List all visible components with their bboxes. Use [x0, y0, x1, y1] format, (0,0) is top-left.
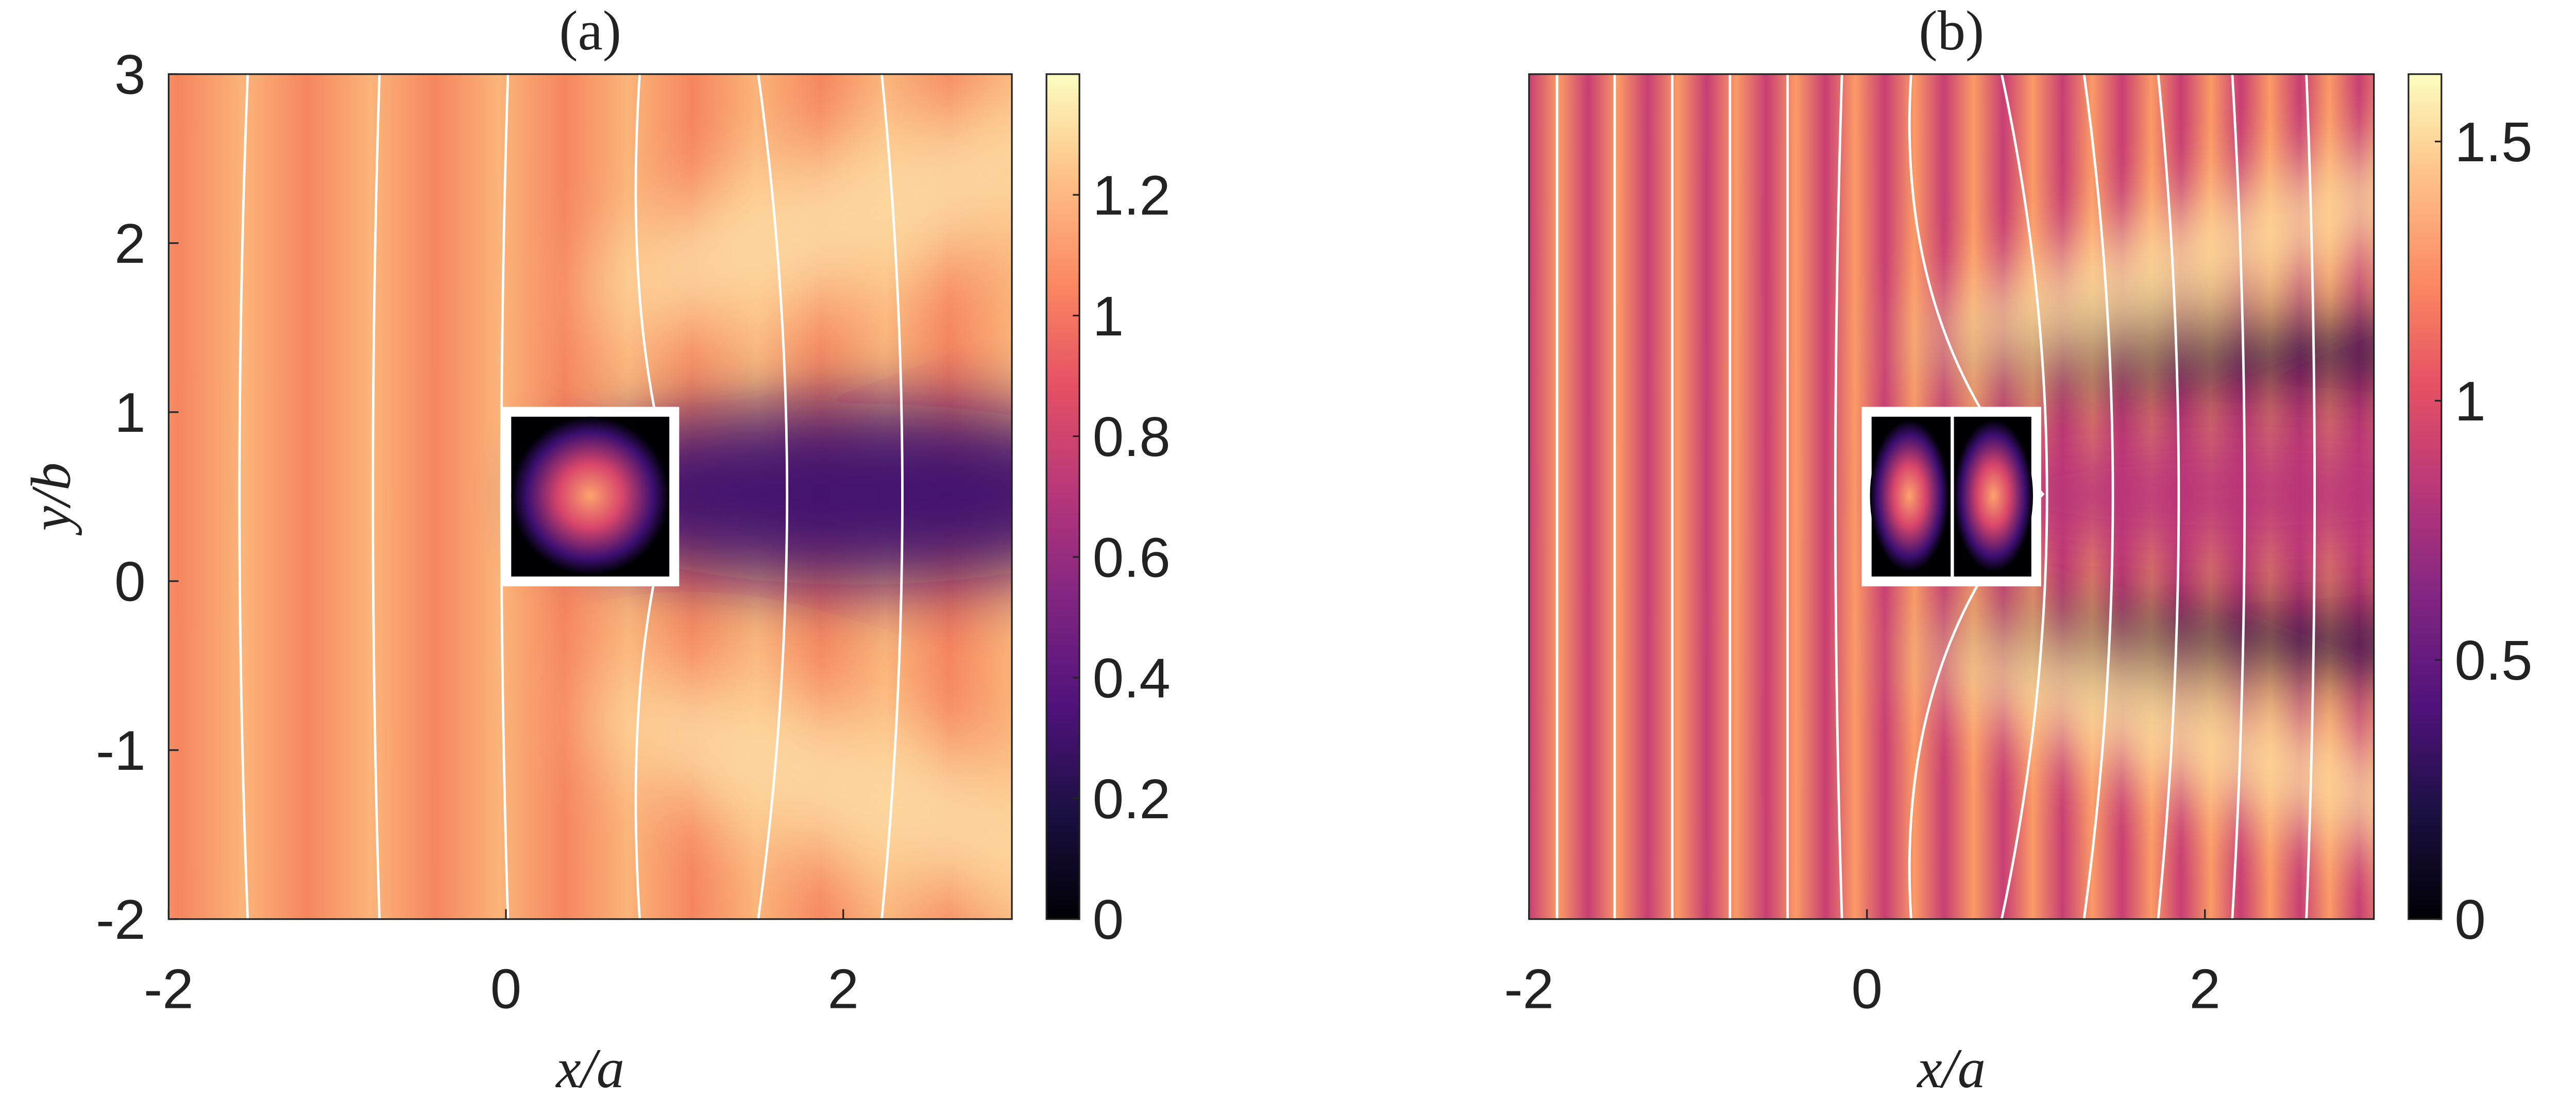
colorbar-tick-label: 0.2	[1093, 768, 1171, 831]
axes-frame	[167, 73, 1013, 920]
panel-title: (a)	[559, 0, 621, 62]
field-b	[1529, 74, 2374, 919]
y-tick-label: 3	[114, 44, 145, 106]
colorbar-tick-label: 1.5	[2454, 111, 2532, 174]
colorbar-tick-label: 0.6	[1093, 527, 1171, 589]
y-tick-label: 1	[114, 382, 145, 444]
axes-frame	[1528, 73, 2375, 920]
y-tick-label: 0	[114, 551, 145, 613]
colorbar-tick-label: 0	[2454, 889, 2485, 951]
panel-title: (b)	[1919, 0, 1984, 62]
scatterer-b	[1861, 407, 2041, 587]
y-tick-label: -2	[96, 889, 146, 951]
colorbar-tick-label: 0.4	[1093, 648, 1171, 710]
colorbar-tick-label: 1	[1093, 285, 1124, 348]
y-tick-label: 2	[114, 213, 145, 275]
scatterer-a	[501, 407, 680, 587]
x-tick-label: 0	[1852, 958, 1883, 1020]
colorbar-tick-label: 1.2	[1093, 164, 1171, 227]
y-axis-label: y/b	[20, 462, 82, 536]
x-tick-label: -2	[1504, 958, 1554, 1020]
y-tick-label: -1	[96, 720, 146, 782]
x-tick-label: 2	[827, 958, 858, 1020]
colorbar-tick-label: 1	[2454, 370, 2485, 433]
colorbar-tick-label: 0.8	[1093, 406, 1171, 468]
x-tick-label: -2	[144, 958, 194, 1020]
colorbar-tick-label: 0.5	[2454, 630, 2532, 692]
colorbar-tick-label: 0	[1093, 889, 1124, 951]
colorbar	[2408, 73, 2443, 920]
x-axis-label: x/a	[1916, 1037, 1986, 1097]
x-tick-label: 2	[2190, 958, 2221, 1020]
x-tick-label: 0	[490, 958, 521, 1020]
x-axis-label: x/a	[555, 1037, 624, 1097]
colorbar	[1045, 73, 1080, 920]
field-a	[168, 74, 1012, 919]
